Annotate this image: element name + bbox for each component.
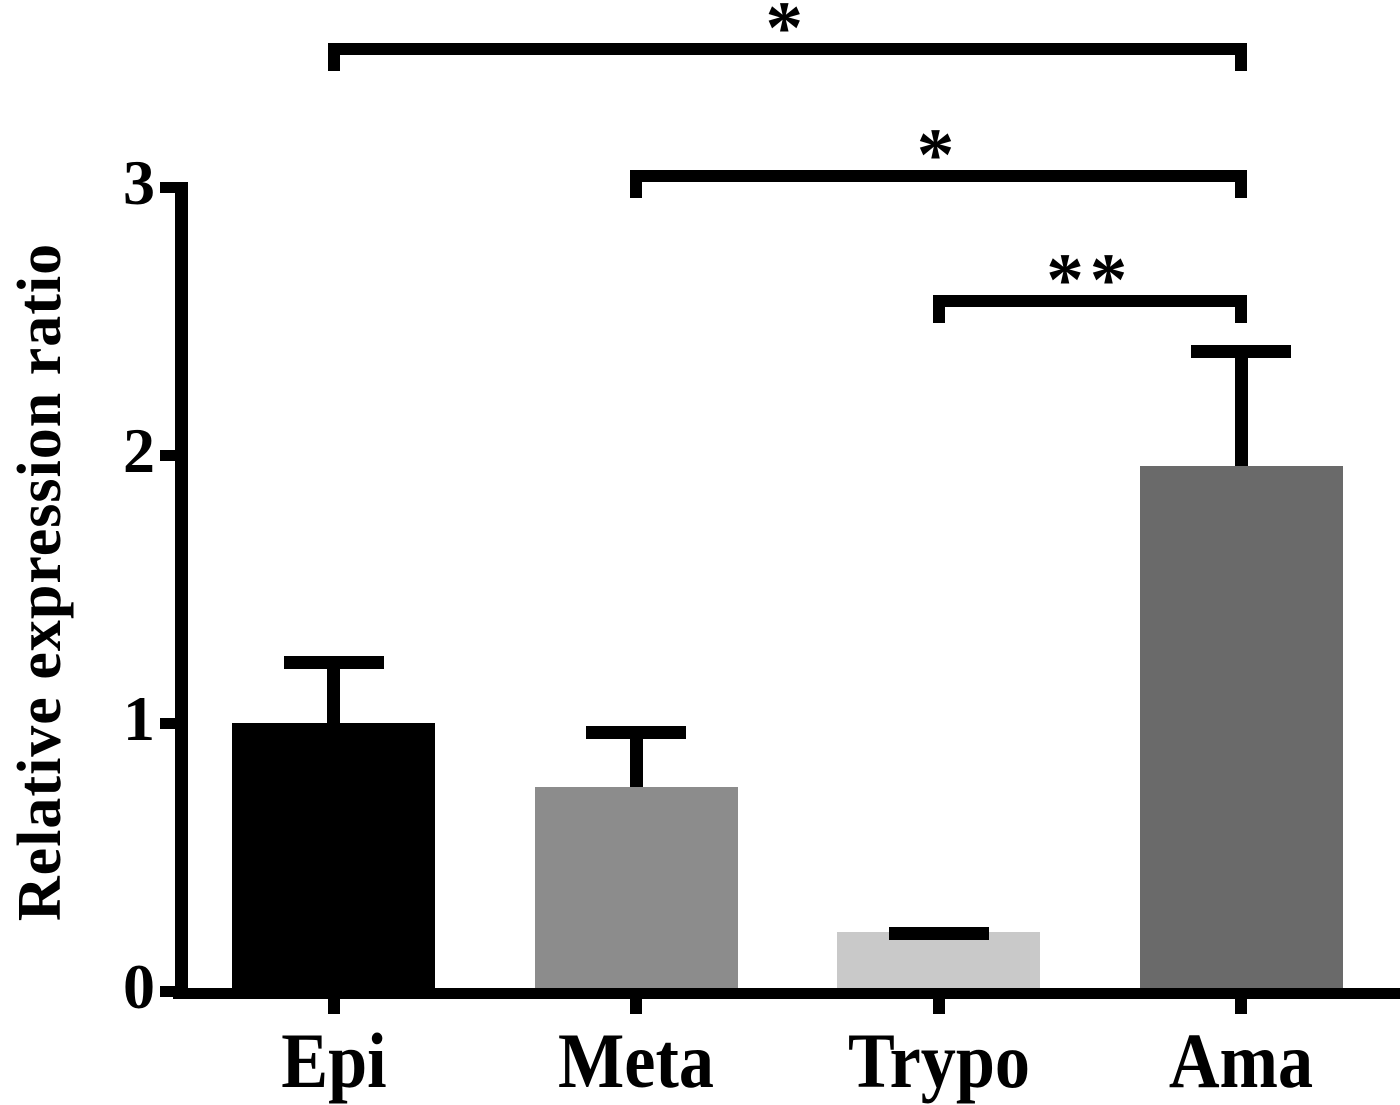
- significance-stars-epi-ama: *: [765, 0, 809, 70]
- bracket-end-right-trypo-ama: [1235, 295, 1247, 323]
- bracket-end-left-epi-ama: [327, 43, 340, 71]
- x-tick-label-trypo: Trypo: [847, 1017, 1030, 1104]
- y-tick-0: [160, 986, 176, 997]
- y-tick-label-3: 3: [123, 147, 155, 218]
- significance-bracket-meta-ama: [630, 170, 1247, 182]
- error-bar-stem-epi: [327, 669, 340, 723]
- bar-trypo: [837, 932, 1040, 999]
- significance-bracket-epi-ama: [327, 43, 1247, 55]
- y-axis-title: Relative expression ratio: [6, 242, 74, 922]
- x-tick-label-meta: Meta: [558, 1017, 714, 1104]
- error-bar-cap-epi: [283, 656, 384, 669]
- error-bar-stem-meta: [629, 738, 643, 788]
- y-tick-label-2: 2: [123, 415, 155, 486]
- bracket-end-right-meta-ama: [1235, 170, 1247, 198]
- bar-meta: [534, 787, 738, 999]
- y-tick-label-0: 0: [123, 951, 155, 1022]
- y-tick-3: [160, 182, 176, 193]
- significance-stars-trypo-ama: **: [1046, 239, 1134, 322]
- x-tick-meta: [630, 999, 642, 1014]
- y-tick-1: [160, 718, 176, 729]
- error-bar-cap-ama: [1191, 345, 1291, 359]
- bar-epi: [232, 723, 435, 999]
- x-tick-label-epi: Epi: [280, 1017, 387, 1104]
- error-bar-cap-meta: [586, 725, 686, 739]
- y-tick-2: [160, 450, 176, 461]
- significance-bracket-trypo-ama: [932, 295, 1247, 307]
- x-tick-epi: [327, 999, 340, 1014]
- error-bar-stem-ama: [1234, 358, 1248, 466]
- x-axis-line: [173, 988, 1400, 999]
- bracket-end-left-meta-ama: [630, 170, 642, 198]
- x-tick-label-ama: Ama: [1168, 1017, 1314, 1104]
- x-tick-trypo: [932, 999, 945, 1014]
- x-tick-ama: [1235, 999, 1247, 1014]
- bracket-end-left-trypo-ama: [932, 295, 945, 323]
- error-bar-cap-trypo: [888, 926, 989, 940]
- y-tick-label-1: 1: [123, 683, 155, 754]
- bracket-end-right-epi-ama: [1235, 43, 1247, 71]
- significance-stars-meta-ama: *: [916, 114, 961, 197]
- y-axis-line: [175, 182, 188, 999]
- bar-ama: [1139, 465, 1343, 999]
